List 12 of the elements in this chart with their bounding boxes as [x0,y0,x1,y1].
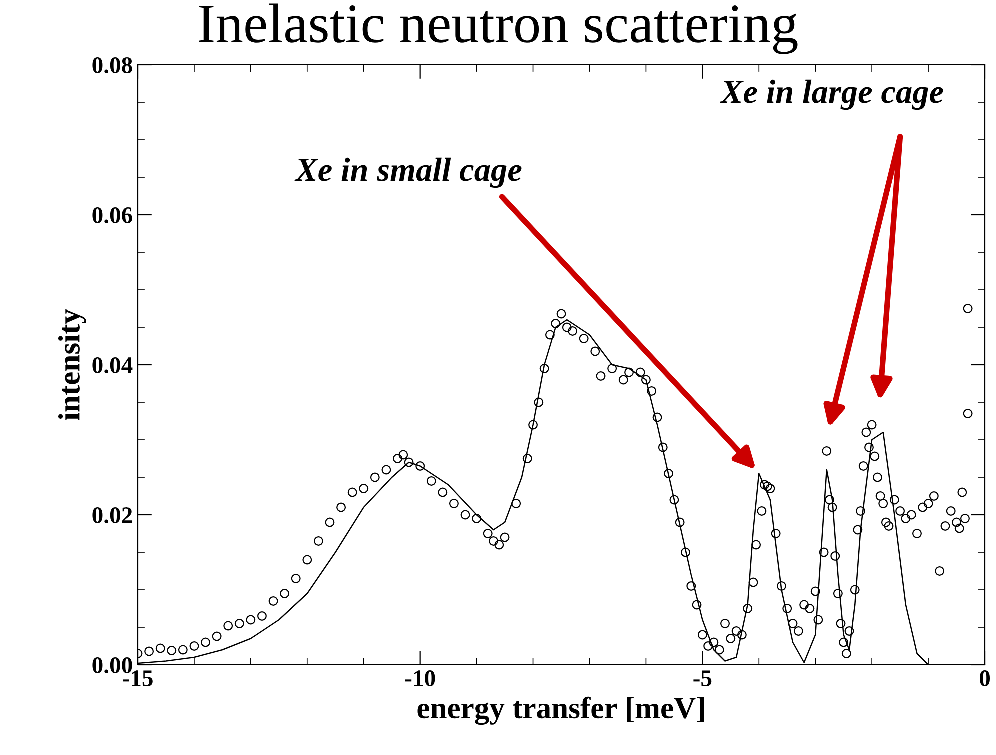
annotation: Xe in large cage [720,80,944,110]
y-tick-label: 0.02 [92,507,132,524]
x-axis-title: energy transfer [meV] [418,696,704,726]
x-tick-label: -10 [405,670,436,686]
chart-title: Inelastic neutron scattering [199,4,798,54]
y-tick-label: 0.08 [92,57,132,74]
y-tick-label: 0.06 [92,207,132,224]
annotation: Xe in small cage [294,158,522,188]
y-tick-label: 0.04 [92,357,133,374]
x-tick-label: 0 [980,670,990,686]
x-tick-label: -5 [694,670,712,686]
y-axis-title: intensity [58,309,86,420]
